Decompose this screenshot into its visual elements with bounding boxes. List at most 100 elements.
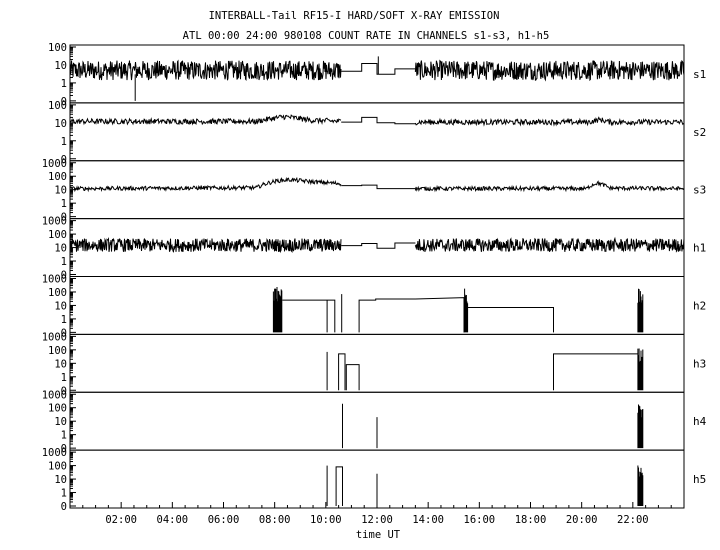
y-tick-label: 1000 — [42, 389, 67, 401]
x-tick-label: 22:00 — [617, 514, 649, 526]
channel-label-h3: h3 — [693, 357, 706, 370]
x-tick-label: 16:00 — [464, 514, 496, 526]
series-s2-segment — [414, 116, 684, 127]
y-tick-label: 100 — [48, 100, 67, 112]
panel-frame-h3 — [69, 333, 685, 393]
y-tick-label: 10 — [54, 474, 67, 486]
y-tick-label: 1000 — [42, 158, 67, 170]
channel-label-h1: h1 — [693, 242, 706, 255]
channel-label-h4: h4 — [693, 415, 707, 428]
series-h2-segment — [272, 287, 283, 333]
y-tick-label: 1000 — [42, 331, 67, 343]
series-s1-segment — [69, 59, 342, 82]
x-tick-label: 10:00 — [310, 514, 342, 526]
y-tick-label: 100 — [48, 42, 67, 54]
y-tick-label: 0 — [61, 327, 67, 339]
series-h5-segment — [335, 466, 343, 506]
series-h2-segment — [358, 297, 465, 333]
y-tick-label: 10 — [54, 300, 67, 312]
x-tick-label: 06:00 — [208, 514, 240, 526]
series-s3-segment — [69, 176, 342, 193]
y-tick-label: 1 — [61, 488, 67, 500]
series-h3-segment — [637, 348, 644, 391]
y-tick-label: 0 — [61, 385, 67, 397]
y-tick-label: 10 — [54, 358, 67, 370]
series-h2-segment — [463, 288, 469, 333]
x-tick-label: 04:00 — [157, 514, 189, 526]
y-tick-label: 100 — [48, 229, 67, 241]
x-tick-label: 08:00 — [259, 514, 291, 526]
y-tick-label: 1000 — [42, 216, 67, 228]
y-tick-label: 10 — [54, 243, 67, 255]
panels-group: 1001010s11001010s210001001010s3100010010… — [42, 42, 707, 513]
series-h3-segment — [553, 353, 638, 391]
panel-frame-h2 — [69, 276, 685, 335]
series-h1-segment — [341, 242, 416, 249]
series-h3-segment — [345, 364, 360, 391]
y-tick-label: 1 — [61, 256, 67, 268]
series-h2-segment — [467, 307, 554, 333]
chart-title: INTERBALL-Tail RF15-I HARD/SOFT X-RAY EM… — [209, 10, 500, 22]
x-tick-label: 18:00 — [515, 514, 547, 526]
channel-label-h5: h5 — [693, 473, 706, 486]
x-axis-label: time UT — [356, 529, 401, 541]
x-tick-label: 02:00 — [105, 514, 137, 526]
y-tick-label: 10 — [54, 185, 67, 197]
panel-frame-s2 — [69, 102, 685, 162]
y-tick-label: 10 — [54, 416, 67, 428]
series-s3-segment — [341, 184, 416, 190]
series-s1-segment — [414, 59, 685, 82]
y-tick-label: 0 — [61, 96, 67, 108]
y-tick-label: 0 — [61, 443, 67, 455]
y-tick-label: 1 — [61, 430, 67, 442]
y-tick-label: 0 — [61, 501, 67, 513]
y-tick-label: 100 — [48, 403, 67, 415]
series-s3-segment — [414, 180, 684, 193]
x-axis: 02:00 04:00 06:00 08:00 10:00 12:00 14:00 16:00… — [69, 502, 685, 526]
y-tick-label: 100 — [48, 287, 67, 299]
series-h1-segment — [414, 236, 685, 253]
series-h1-segment — [69, 236, 342, 254]
y-tick-label: 0 — [61, 154, 67, 166]
x-tick-label: 20:00 — [566, 514, 598, 526]
y-tick-label: 100 — [48, 461, 67, 473]
y-tick-label: 1000 — [42, 274, 67, 286]
y-tick-label: 10 — [54, 60, 67, 72]
series-h3-segment — [338, 353, 346, 391]
y-tick-label: 1 — [61, 314, 67, 326]
y-tick-label: 1 — [61, 136, 67, 148]
panel-frame-s3 — [69, 160, 685, 220]
y-tick-label: 1000 — [42, 447, 67, 459]
channel-label-s2: s2 — [693, 126, 706, 139]
series-h2-segment — [637, 288, 644, 333]
y-tick-label: 1 — [61, 78, 67, 90]
channel-label-h2: h2 — [693, 299, 706, 312]
y-tick-label: 0 — [61, 212, 67, 224]
chart-subtitle: ATL 00:00 24:00 980108 COUNT RATE IN CHA… — [183, 30, 550, 42]
y-tick-label: 0 — [61, 270, 67, 282]
series-h4-segment — [637, 404, 644, 449]
channel-label-s1: s1 — [693, 68, 706, 81]
channel-label-s3: s3 — [693, 184, 706, 197]
series-h2-segment — [282, 299, 336, 333]
y-tick-label: 1 — [61, 372, 67, 384]
y-tick-label: 100 — [48, 171, 67, 183]
series-s1-segment — [341, 63, 416, 75]
y-tick-label: 100 — [48, 345, 67, 357]
series-s2-segment — [341, 116, 416, 125]
x-tick-label: 14:00 — [412, 514, 444, 526]
y-tick-label: 10 — [54, 118, 67, 130]
series-h5-segment — [637, 465, 644, 506]
y-tick-label: 1 — [61, 198, 67, 210]
x-tick-label: 12:00 — [361, 514, 393, 526]
series-s2-segment — [69, 114, 342, 126]
